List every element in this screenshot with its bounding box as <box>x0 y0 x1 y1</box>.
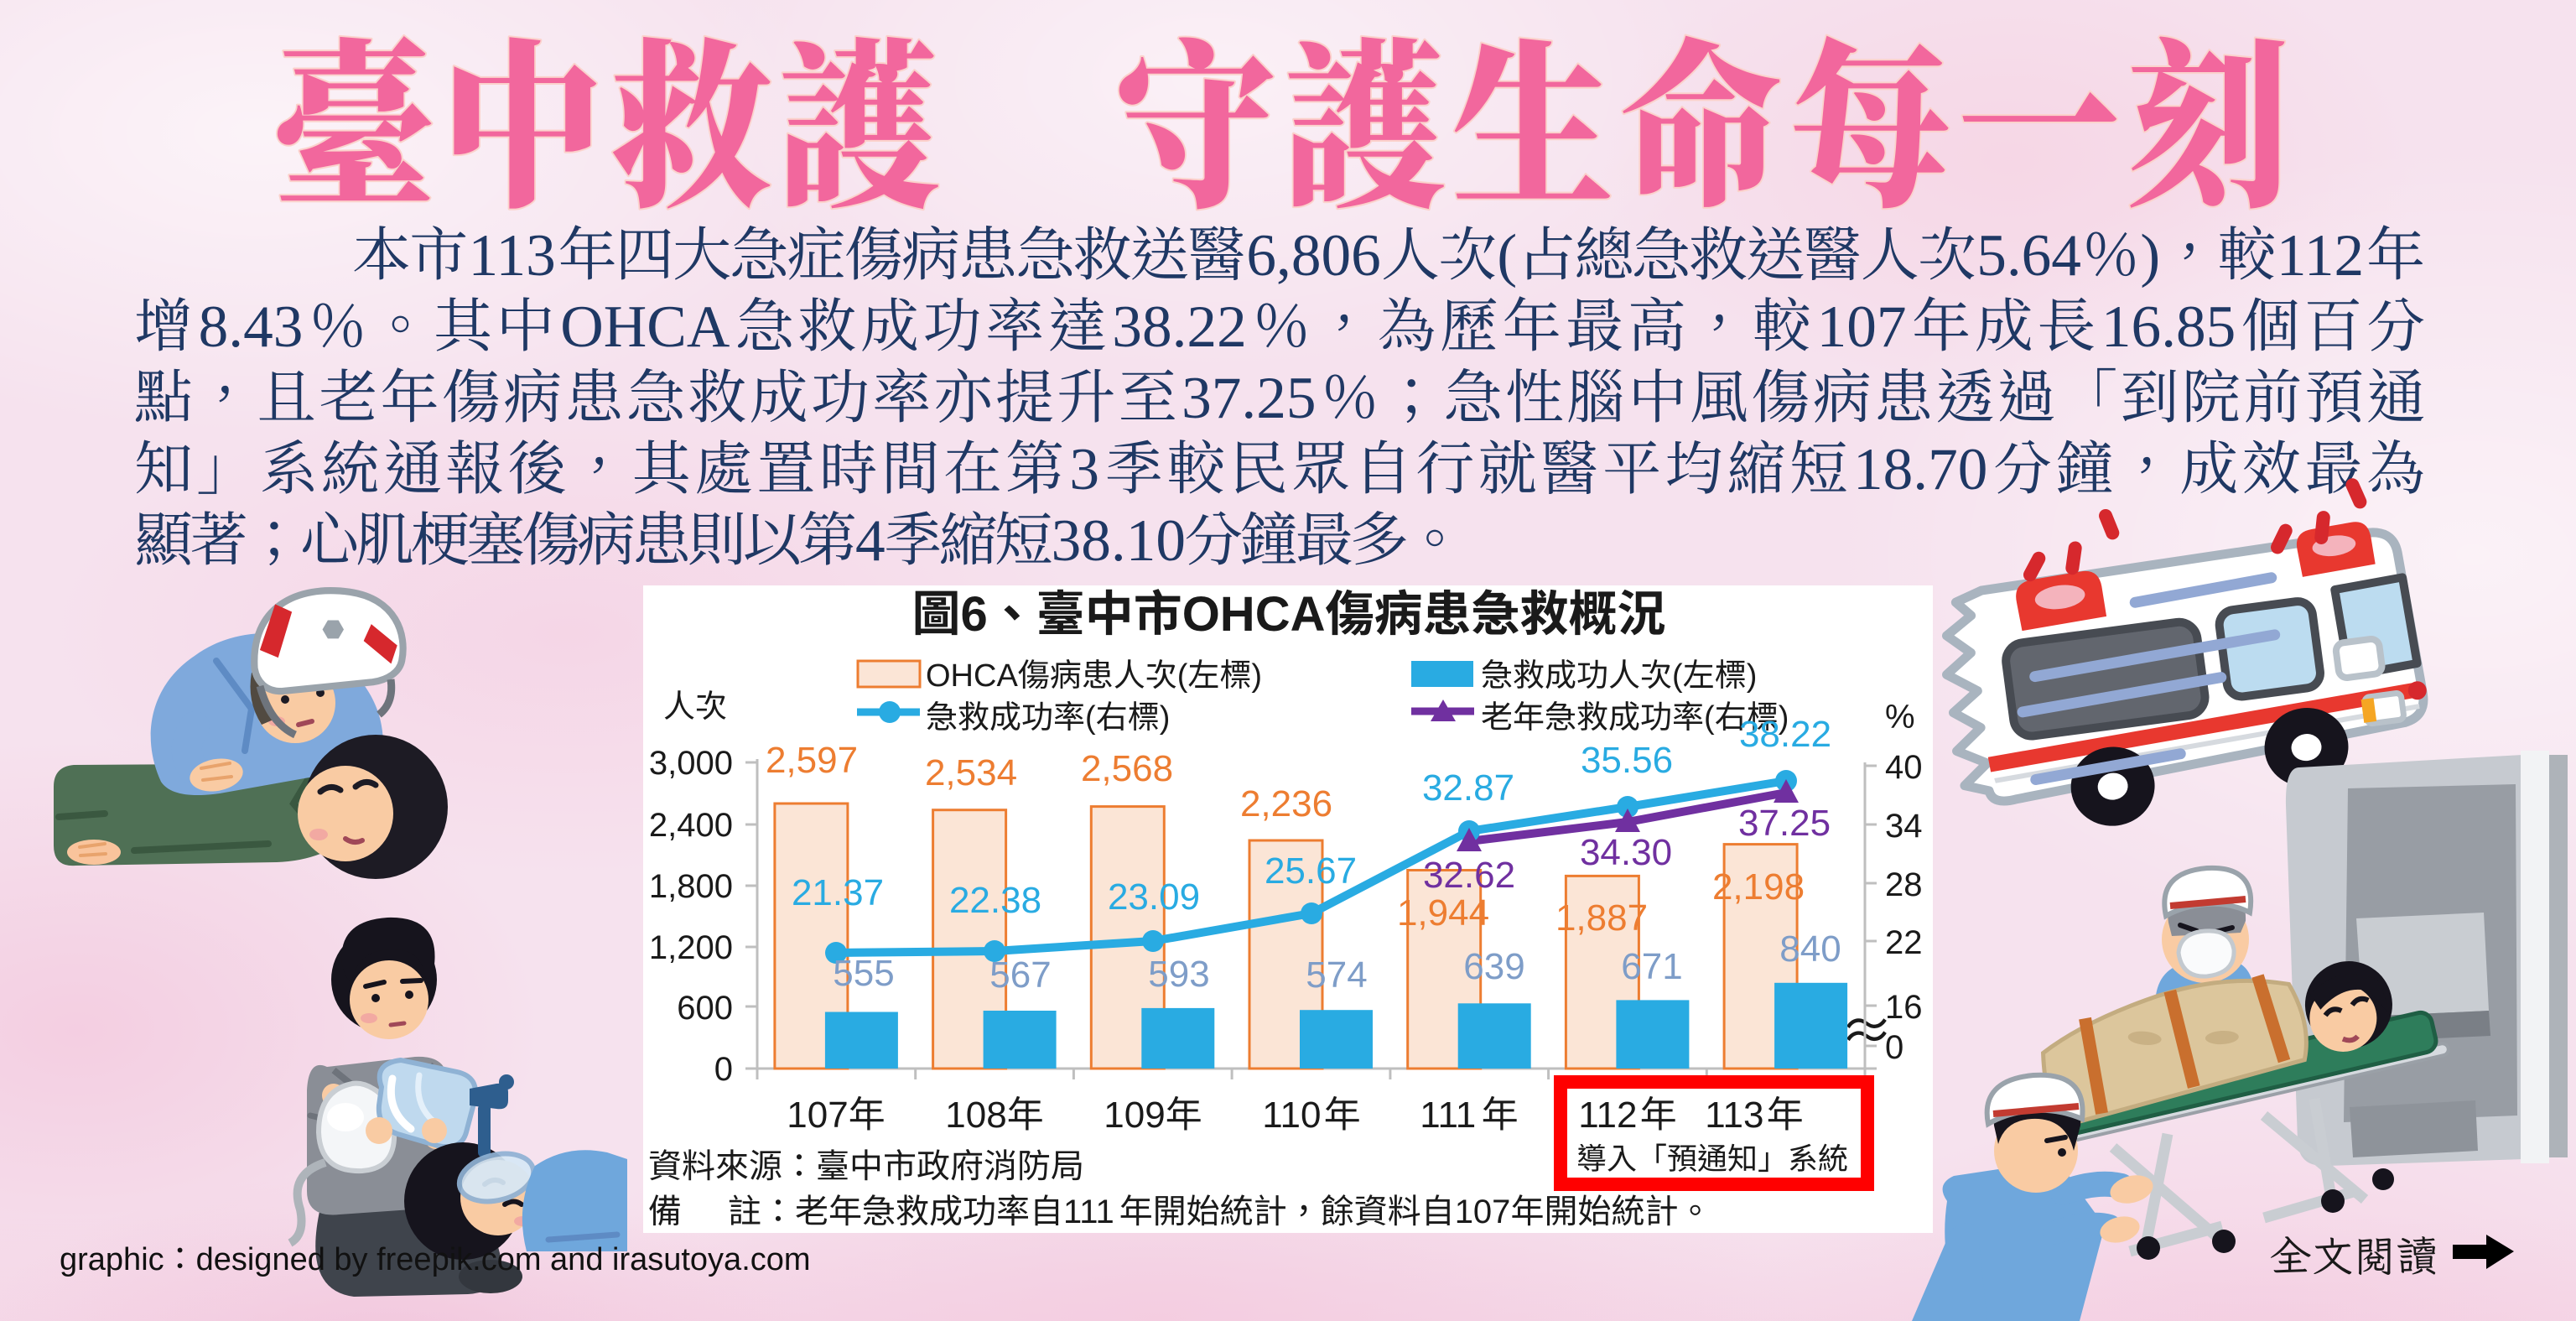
svg-text:OHCA: OHCA <box>926 658 1018 694</box>
svg-text:38.22: 38.22 <box>1112 294 1246 360</box>
svg-text:3: 3 <box>1069 436 1099 502</box>
svg-text:4: 4 <box>855 507 886 574</box>
svg-text:600: 600 <box>677 990 733 1027</box>
svg-text:2,534: 2,534 <box>925 752 1017 793</box>
svg-text:108: 108 <box>945 1095 1006 1136</box>
svg-text:0: 0 <box>714 1051 733 1088</box>
svg-text:110: 110 <box>1262 1095 1321 1136</box>
svg-text:639: 639 <box>1463 946 1524 987</box>
svg-text:2,568: 2,568 <box>1081 748 1173 789</box>
svg-text:113: 113 <box>1705 1095 1763 1136</box>
svg-text:(: ( <box>1177 658 1188 694</box>
svg-text:5.64: 5.64 <box>1976 222 2081 289</box>
svg-text:1,800: 1,800 <box>649 868 733 905</box>
svg-text:): ) <box>2140 222 2160 289</box>
svg-text:21.37: 21.37 <box>792 872 884 913</box>
svg-text:109: 109 <box>1104 1095 1165 1136</box>
svg-text:designed by freepik.com and ir: designed by freepik.com and irasutoya.co… <box>196 1242 811 1277</box>
svg-text:2,198: 2,198 <box>1712 866 1805 908</box>
svg-text:2,400: 2,400 <box>649 807 733 844</box>
svg-text:): ) <box>1251 658 1262 694</box>
svg-text:16.85: 16.85 <box>2101 294 2236 360</box>
svg-text:1,200: 1,200 <box>649 929 733 966</box>
svg-text:): ) <box>1160 700 1171 736</box>
svg-text:22.38: 22.38 <box>949 880 1041 921</box>
svg-text:112: 112 <box>1578 1095 1637 1136</box>
svg-text:32.62: 32.62 <box>1423 855 1515 896</box>
svg-text:2,597: 2,597 <box>766 740 858 781</box>
svg-text:567: 567 <box>989 954 1051 996</box>
svg-text:35.56: 35.56 <box>1581 740 1673 781</box>
svg-text:1,887: 1,887 <box>1555 897 1648 939</box>
svg-text:32.87: 32.87 <box>1422 767 1514 809</box>
svg-text:28: 28 <box>1885 866 1923 903</box>
svg-text:8.43: 8.43 <box>199 294 304 360</box>
svg-text:34.30: 34.30 <box>1580 832 1672 873</box>
svg-text:113: 113 <box>469 222 556 289</box>
svg-text:%: % <box>1885 699 1915 736</box>
svg-text:112: 112 <box>2277 222 2364 289</box>
svg-text:22: 22 <box>1885 924 1923 961</box>
svg-text:23.09: 23.09 <box>1108 876 1200 918</box>
svg-text:0: 0 <box>1885 1029 1903 1066</box>
svg-text:38.22: 38.22 <box>1739 714 1831 755</box>
svg-text:6: 6 <box>961 587 988 642</box>
svg-text:(: ( <box>1672 658 1683 694</box>
svg-text:graphic: graphic <box>60 1242 164 1277</box>
svg-text:(: ( <box>1497 222 1517 289</box>
svg-text:34: 34 <box>1885 808 1923 845</box>
svg-text:3,000: 3,000 <box>649 745 733 782</box>
svg-text:18.70: 18.70 <box>1853 436 1987 502</box>
svg-text:6,806: 6,806 <box>1246 222 1380 289</box>
svg-text:107: 107 <box>1455 1194 1511 1230</box>
svg-text:107: 107 <box>1817 294 1907 360</box>
svg-text:25.67: 25.67 <box>1265 850 1357 892</box>
svg-text:593: 593 <box>1148 954 1209 995</box>
svg-text:107: 107 <box>787 1095 848 1136</box>
svg-text:): ) <box>1779 700 1789 736</box>
svg-text:840: 840 <box>1779 928 1841 970</box>
svg-text:38.10: 38.10 <box>1052 507 1186 574</box>
svg-text:574: 574 <box>1306 954 1367 996</box>
svg-text:37.25: 37.25 <box>1182 365 1316 431</box>
svg-text:2,236: 2,236 <box>1240 783 1332 824</box>
svg-text:): ) <box>1747 658 1758 694</box>
svg-text:37.25: 37.25 <box>1738 803 1831 844</box>
svg-text:(: ( <box>1704 700 1715 736</box>
svg-text:555: 555 <box>833 953 894 994</box>
svg-text:40: 40 <box>1885 749 1923 786</box>
svg-text:(: ( <box>1085 700 1096 736</box>
svg-text:OHCA: OHCA <box>1182 587 1326 642</box>
svg-text:111: 111 <box>1063 1194 1114 1230</box>
svg-text:111: 111 <box>1420 1095 1476 1136</box>
svg-text:OHCA: OHCA <box>560 294 730 360</box>
svg-text:671: 671 <box>1621 946 1682 987</box>
svg-text:1,944: 1,944 <box>1397 892 1489 934</box>
svg-text:16: 16 <box>1885 989 1923 1026</box>
